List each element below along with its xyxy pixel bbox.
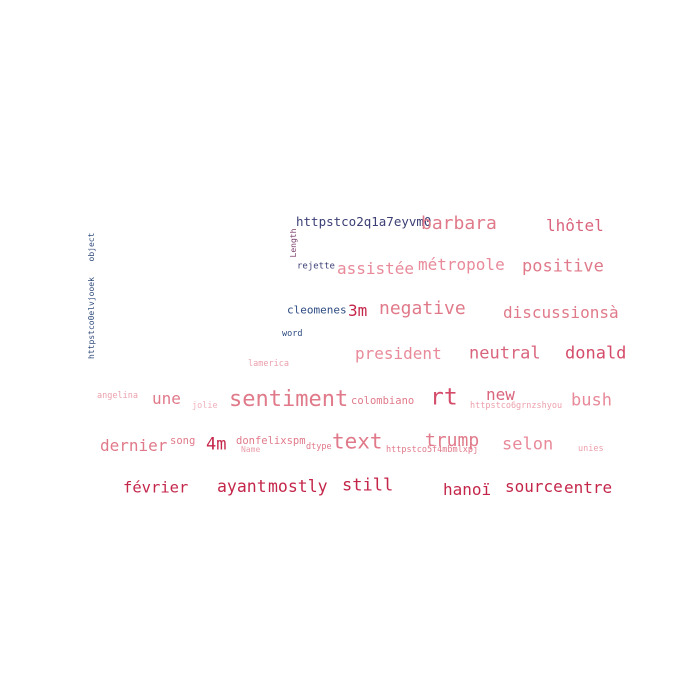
word-lhotel: lhôtel <box>546 216 604 235</box>
word-text: text <box>332 429 383 454</box>
word-neutral: neutral <box>469 343 541 364</box>
word-httpstco5f4mbmlxpj: httpstco5f4mbmlxpj <box>386 444 479 455</box>
word-bush: bush <box>571 390 612 411</box>
word-angelina: angelina <box>97 390 138 401</box>
word-httpstco2q1a7eyvm0: httpstco2q1a7eyvm0 <box>296 213 432 229</box>
word-fevrier: février <box>123 478 189 497</box>
word-lamerica: lamerica <box>248 358 289 369</box>
word-trump: trump <box>425 430 480 451</box>
word-selon: selon <box>502 434 554 455</box>
word-donald: donald <box>565 343 627 364</box>
word-entre: entre <box>564 478 613 497</box>
word-discussionsa: discussionsà <box>503 303 619 322</box>
word-httpstco0elvjooek: httpstco0elvjooek <box>87 277 96 359</box>
word-unies: unies <box>578 443 604 454</box>
word-colombiano: colombiano <box>351 394 415 407</box>
word-new: new <box>486 385 515 404</box>
word-song: song <box>170 434 196 447</box>
word-donfelixspm: donfelixspm <box>236 434 306 447</box>
word-rt: rt <box>430 384 458 411</box>
word-length: Length <box>289 228 298 258</box>
word-une: une <box>152 389 181 408</box>
word-cleomenes: cleomenes <box>287 303 347 317</box>
word-word: word <box>282 328 303 339</box>
word-mostly: mostly <box>268 476 328 496</box>
word-name: Name <box>241 445 261 454</box>
word-ayant: ayant <box>217 476 267 496</box>
word-barbara: barbara <box>421 213 497 234</box>
word-negative: negative <box>379 298 466 319</box>
word-dernier: dernier <box>100 436 168 455</box>
word-4m: 4m <box>206 434 227 455</box>
word-positive: positive <box>522 256 604 277</box>
word-object: object <box>87 232 96 262</box>
word-httpstco6grnzshyou: httpstco6grnzshyou <box>470 400 563 411</box>
word-dtype: dtype <box>306 441 332 452</box>
word-jolie: jolie <box>192 400 218 411</box>
word-hanoi: hanoï <box>443 480 492 499</box>
word-still: still <box>342 475 394 496</box>
word-3m: 3m <box>348 301 368 320</box>
word-president: president <box>355 344 442 363</box>
word-source: source <box>505 477 563 496</box>
word-assistee: assistée <box>337 259 415 278</box>
word-sentiment: sentiment <box>229 387 349 412</box>
word-metropole: métropole <box>418 255 505 274</box>
word-rejette: rejette <box>297 261 335 272</box>
